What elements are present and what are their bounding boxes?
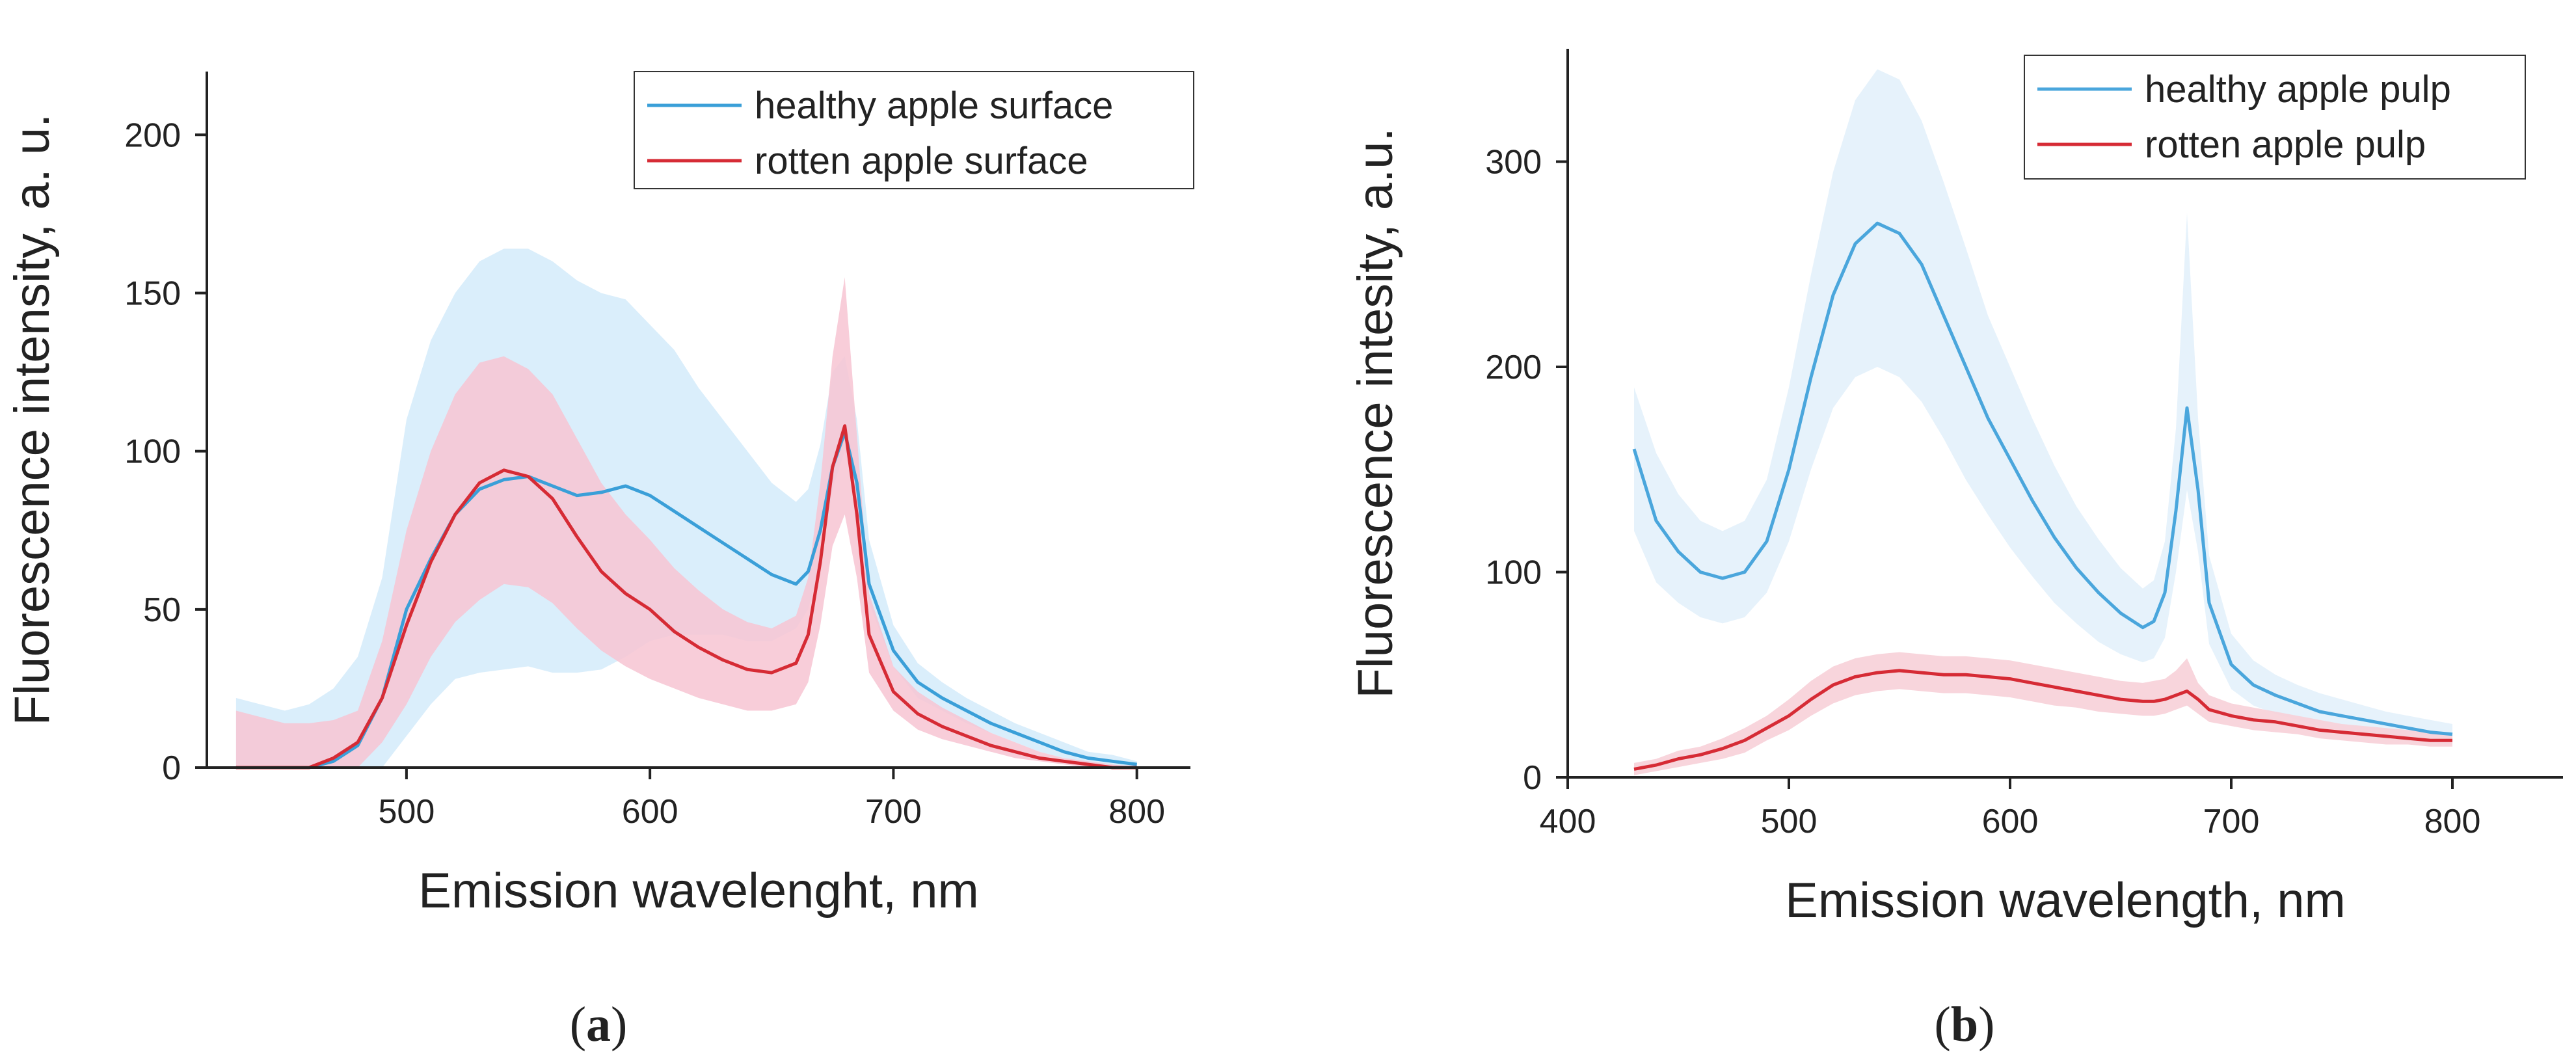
x-axis-label: Emission wavelenght, nm	[418, 863, 979, 918]
legend-entry-label: healthy apple pulp	[2145, 68, 2451, 111]
panel-label: (b)	[1935, 997, 1995, 1052]
error-band-rotten-apple-surface	[235, 277, 1137, 768]
series-line-healthy-apple-pulp	[1632, 221, 2453, 736]
x-tick-label: 800	[1108, 793, 1165, 831]
y-tick-label: 50	[143, 591, 181, 629]
panel-label: (a)	[570, 997, 628, 1052]
y-tick-label: 100	[124, 433, 181, 471]
x-tick-label: 800	[2424, 803, 2481, 840]
panel-label-close-paren: )	[1978, 997, 1994, 1052]
error-band-healthy-apple-pulp	[1634, 69, 2452, 745]
chart-panel-b: 400 500 600 700 800 0 100 200 300 Emission wavele…	[1348, 49, 2563, 1052]
y-tick-label: 100	[1485, 554, 1542, 592]
legend: healthy apple surface rotten apple surfac…	[634, 71, 1194, 189]
panel-label-letter: a	[586, 997, 611, 1052]
panel-label-open-paren: (	[1935, 997, 1951, 1052]
x-tick-label: 500	[379, 793, 435, 831]
legend-box	[634, 71, 1194, 189]
y-tick-label: 0	[1523, 759, 1542, 797]
x-tick-label: 400	[1540, 803, 1596, 840]
chart-panel-a: 500 600 700 800 0 50 100 150 200 Emission wavelen…	[5, 71, 1194, 1052]
y-tick-label: 150	[124, 275, 181, 312]
legend: healthy apple pulp rotten apple pulp	[2024, 55, 2526, 180]
y-tick-label: 300	[1485, 144, 1542, 181]
series-line-healthy-apple-surface	[235, 431, 1138, 770]
legend-box	[2024, 55, 2526, 180]
series-line-rotten-apple-pulp	[1633, 669, 2452, 771]
series-line-rotten-apple-surface	[235, 424, 1137, 770]
panel-label-open-paren: (	[570, 997, 586, 1052]
y-tick-label: 200	[1485, 349, 1542, 386]
y-axis-label: Fluorescence intensity, a. u.	[5, 114, 60, 726]
y-axis-label: Fluorescence intesity, a.u.	[1348, 127, 1403, 698]
error-band-healthy-apple-surface	[235, 248, 1137, 768]
y-tick-label: 200	[124, 116, 181, 154]
x-tick-label: 700	[2203, 803, 2260, 840]
x-tick-label: 600	[1982, 803, 2039, 840]
x-tick-label: 500	[1761, 803, 1818, 840]
y-tick-label: 0	[162, 749, 181, 787]
legend-entry-label: healthy apple surface	[755, 85, 1113, 127]
panel-label-letter: b	[1951, 997, 1978, 1052]
x-tick-label: 600	[622, 793, 678, 831]
x-tick-label: 700	[865, 793, 922, 831]
panel-label-close-paren: )	[611, 997, 627, 1052]
legend-entry-label: rotten apple surface	[755, 140, 1088, 182]
x-axis-label: Emission wavelength, nm	[1785, 873, 2346, 928]
legend-entry-label: rotten apple pulp	[2145, 124, 2426, 166]
